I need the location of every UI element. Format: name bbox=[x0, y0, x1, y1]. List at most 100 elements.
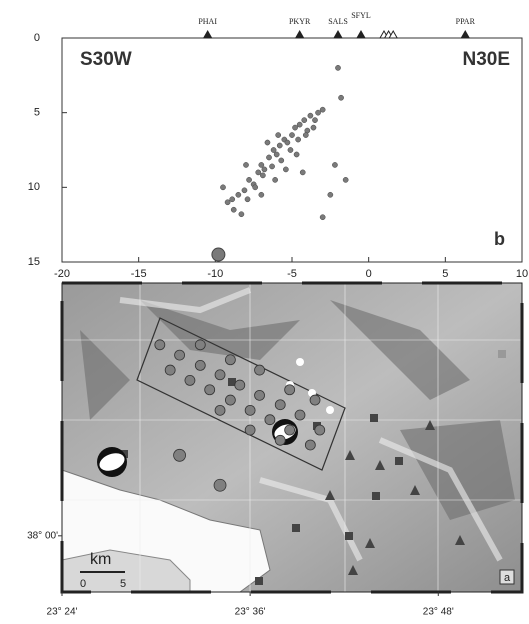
station-square bbox=[255, 577, 263, 585]
station-square bbox=[372, 492, 380, 500]
epicenter bbox=[245, 425, 255, 435]
epicenter bbox=[175, 350, 185, 360]
epicenter bbox=[255, 365, 265, 375]
epicenter bbox=[185, 375, 195, 385]
station-square bbox=[395, 457, 403, 465]
event bbox=[242, 188, 247, 193]
mainshock bbox=[212, 248, 225, 261]
station-square bbox=[345, 532, 353, 540]
scale-tick: 0 bbox=[80, 578, 86, 590]
y-tick-label: 38° 00' bbox=[27, 530, 58, 541]
event bbox=[259, 162, 264, 167]
event bbox=[266, 155, 271, 160]
event bbox=[300, 170, 305, 175]
event bbox=[243, 162, 248, 167]
scale-tick: 5 bbox=[120, 578, 126, 590]
x-tick-label: 0 bbox=[366, 268, 372, 280]
epicenter bbox=[305, 440, 315, 450]
station bbox=[357, 31, 365, 38]
station-label: PHAI bbox=[198, 17, 217, 26]
event bbox=[260, 173, 265, 178]
x-tick-label: -10 bbox=[207, 268, 223, 280]
epicenter bbox=[235, 380, 245, 390]
event bbox=[338, 95, 343, 100]
event bbox=[332, 162, 337, 167]
event bbox=[253, 185, 258, 190]
station-label: PPAR bbox=[456, 17, 476, 26]
event bbox=[236, 192, 241, 197]
event bbox=[297, 122, 302, 127]
event bbox=[294, 152, 299, 157]
map-panel-label: a bbox=[504, 572, 511, 584]
map: km 0 5 a bbox=[62, 283, 522, 592]
epicenter bbox=[215, 405, 225, 415]
event bbox=[231, 207, 236, 212]
event bbox=[292, 125, 297, 130]
event bbox=[245, 197, 250, 202]
label-right: N30E bbox=[462, 49, 510, 70]
event bbox=[274, 152, 279, 157]
y-tick-label: 0 bbox=[34, 32, 40, 44]
event bbox=[271, 147, 276, 152]
event bbox=[320, 215, 325, 220]
event bbox=[335, 65, 340, 70]
epicenter bbox=[225, 395, 235, 405]
x-tick-label: 23° 48' bbox=[423, 607, 454, 618]
epicenter bbox=[225, 355, 235, 365]
y-tick-label: 10 bbox=[28, 181, 40, 193]
event bbox=[225, 200, 230, 205]
epicenter bbox=[275, 435, 285, 445]
event bbox=[230, 197, 235, 202]
epicenter bbox=[215, 370, 225, 380]
epicenter bbox=[310, 395, 320, 405]
epicenter bbox=[174, 449, 186, 461]
event bbox=[289, 132, 294, 137]
epicenter bbox=[155, 340, 165, 350]
event bbox=[303, 132, 308, 137]
epicenter bbox=[265, 415, 275, 425]
epicenter bbox=[245, 405, 255, 415]
event bbox=[343, 177, 348, 182]
figure: S30W N30E b bbox=[0, 0, 529, 624]
x-tick-label: 10 bbox=[516, 268, 528, 280]
scale-label: km bbox=[90, 551, 111, 568]
event bbox=[283, 167, 288, 172]
station-label: PKYR bbox=[289, 17, 311, 26]
event bbox=[311, 125, 316, 130]
station-square bbox=[292, 524, 300, 532]
epicenter bbox=[285, 425, 295, 435]
station-square bbox=[498, 350, 506, 358]
x-tick-label: -20 bbox=[54, 268, 70, 280]
event bbox=[288, 147, 293, 152]
epicenter bbox=[315, 425, 325, 435]
label-left: S30W bbox=[80, 49, 132, 70]
y-tick-label: 15 bbox=[28, 256, 40, 268]
x-tick-label: 5 bbox=[442, 268, 448, 280]
event bbox=[315, 110, 320, 115]
epicenter bbox=[195, 360, 205, 370]
x-tick-label: -5 bbox=[287, 268, 297, 280]
event bbox=[279, 158, 284, 163]
page: {"chart_data":[ {"type":"scatter","label… bbox=[0, 0, 529, 624]
epicenter bbox=[214, 479, 226, 491]
epicenter bbox=[195, 340, 205, 350]
event bbox=[262, 167, 267, 172]
event bbox=[320, 107, 325, 112]
station bbox=[204, 31, 212, 38]
event bbox=[273, 177, 278, 182]
event bbox=[246, 177, 251, 182]
event bbox=[259, 192, 264, 197]
event bbox=[328, 192, 333, 197]
epicenter bbox=[255, 390, 265, 400]
event bbox=[239, 212, 244, 217]
station-label: SFYL bbox=[351, 11, 371, 20]
event bbox=[220, 185, 225, 190]
epicenter bbox=[275, 400, 285, 410]
x-tick-label: -15 bbox=[131, 268, 147, 280]
y-tick-label: 5 bbox=[34, 107, 40, 119]
event bbox=[269, 164, 274, 169]
station bbox=[461, 31, 469, 38]
event bbox=[312, 118, 317, 123]
station-label: SALS bbox=[328, 17, 348, 26]
station bbox=[296, 31, 304, 38]
